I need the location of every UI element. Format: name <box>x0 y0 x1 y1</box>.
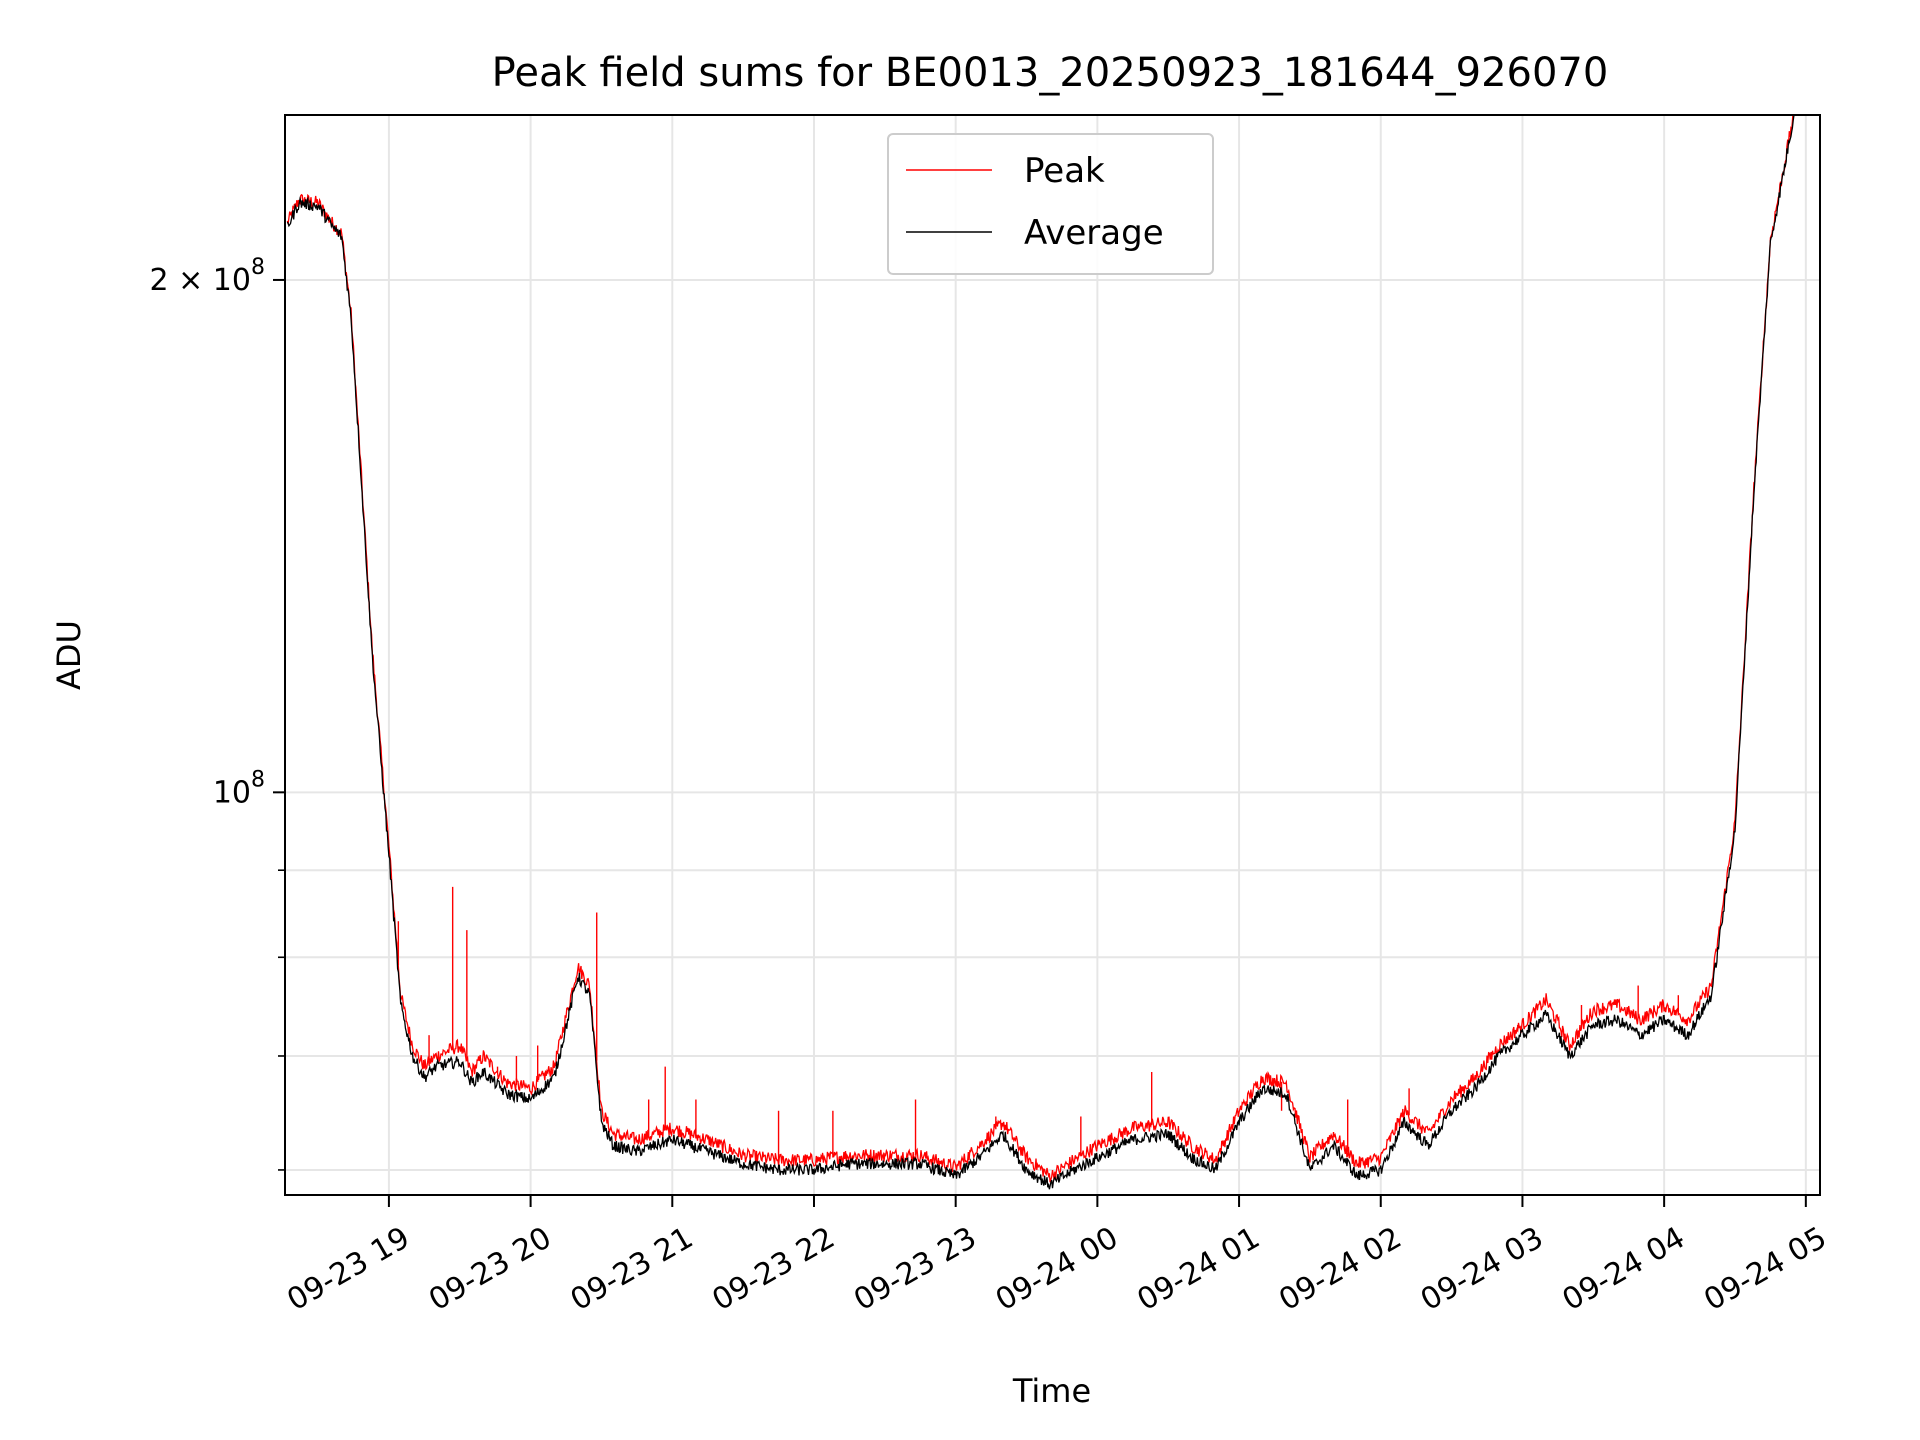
legend-label-average: Average <box>1024 213 1164 253</box>
series-line-average <box>286 115 1795 1190</box>
y-tick-label: 2 × 108 <box>150 255 265 298</box>
series-line-peak <box>286 115 1794 1183</box>
legend: Peak Average <box>887 133 1214 275</box>
chart-title: Peak field sums for BE0013_20250923_1816… <box>492 50 1609 96</box>
plot-lines <box>286 115 1795 1190</box>
x-axis-label: Time <box>1012 1372 1091 1410</box>
legend-box <box>887 133 1214 275</box>
legend-label-peak: Peak <box>1024 151 1105 191</box>
y-axis-label: ADU <box>50 620 88 690</box>
grid-lines <box>285 115 1820 1195</box>
plot-frame <box>284 114 1821 1196</box>
